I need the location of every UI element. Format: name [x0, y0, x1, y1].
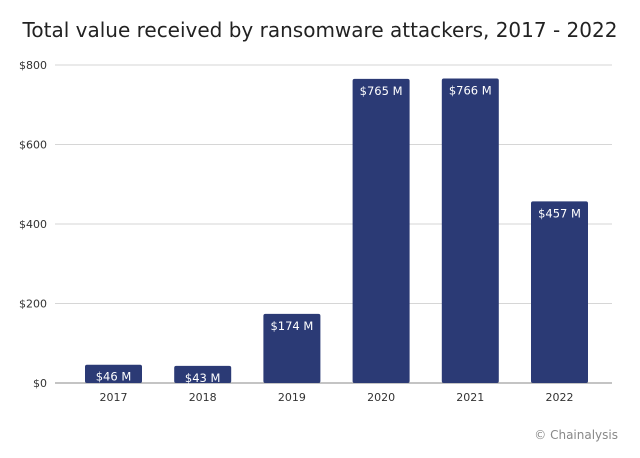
- x-tick-label: 2020: [367, 391, 395, 404]
- y-tick-label: $200: [19, 298, 47, 311]
- source-credit: © Chainalysis: [534, 428, 618, 442]
- data-label: $46 M: [96, 370, 132, 384]
- bar: [441, 78, 499, 383]
- data-label: $43 M: [185, 371, 221, 385]
- x-tick-label: 2019: [278, 391, 306, 404]
- data-label: $766 M: [449, 84, 492, 98]
- y-tick-label: $600: [19, 139, 47, 152]
- x-tick-label: 2018: [189, 391, 217, 404]
- y-tick-label: $800: [19, 59, 47, 72]
- y-tick-label: $0: [33, 377, 47, 390]
- bar: [531, 201, 588, 383]
- x-tick-label: 2022: [546, 391, 574, 404]
- y-tick-label: $400: [19, 218, 47, 231]
- data-label: $457 M: [538, 206, 581, 220]
- bar: [85, 364, 142, 383]
- bar: [263, 313, 321, 383]
- x-tick-label: 2021: [456, 391, 484, 404]
- data-label: $765 M: [360, 84, 403, 98]
- chart-title: Total value received by ransomware attac…: [22, 18, 618, 42]
- data-label: $174 M: [270, 319, 313, 333]
- bar: [352, 78, 410, 383]
- x-tick-label: 2017: [100, 391, 128, 404]
- bar: [174, 365, 232, 383]
